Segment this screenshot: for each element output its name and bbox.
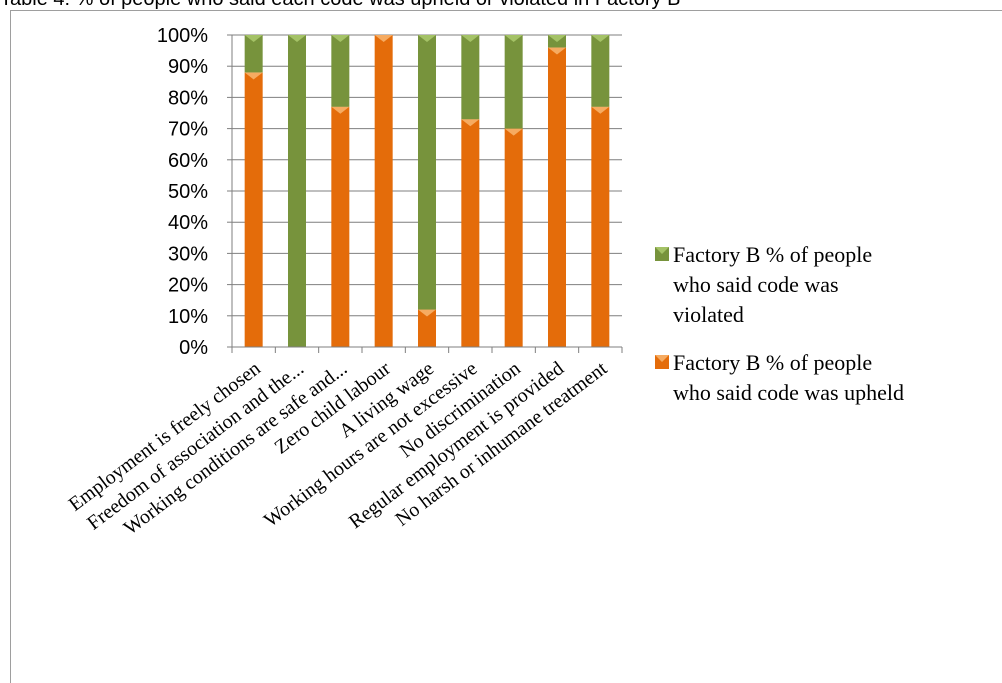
- bar-violated: [504, 35, 523, 129]
- legend-swatch-bevel: [655, 355, 669, 362]
- bar-upheld: [461, 119, 480, 348]
- y-tick-label: 80%: [168, 87, 208, 109]
- y-tick-label: 40%: [168, 212, 208, 234]
- y-tick-labels: 0% 10% 20% 30% 40% 50% 60% 70% 80% 90% 100%: [157, 25, 208, 359]
- legend-label: who said code was: [673, 272, 839, 297]
- bar-series: [244, 35, 610, 348]
- legend-label: who said code was upheld: [673, 380, 904, 405]
- bar-bevel: [461, 119, 480, 127]
- bar-violated: [461, 35, 480, 120]
- y-tick-label: 20%: [168, 275, 208, 297]
- chart-frame: [10, 10, 1002, 683]
- bar-bevel: [418, 35, 436, 42]
- legend-swatch-bevel: [655, 247, 669, 254]
- legend-label: Factory B % of people: [673, 242, 872, 267]
- bar-bevel: [461, 35, 480, 42]
- y-tick-label: 90%: [168, 56, 208, 78]
- axes: [231, 35, 623, 353]
- bar-bevel: [244, 72, 263, 80]
- bar-violated: [591, 35, 610, 107]
- bar-bevel: [504, 35, 523, 42]
- bar-bevel: [331, 35, 350, 42]
- bar-violated: [288, 35, 306, 347]
- legend-label: violated: [673, 302, 744, 327]
- bar-bevel: [504, 128, 523, 136]
- y-tick-label: 30%: [168, 243, 208, 265]
- chart-caption: Table 4: % of people who said each code …: [0, 0, 1002, 10]
- bar-upheld: [244, 72, 263, 347]
- bar-bevel: [244, 35, 263, 42]
- bar-violated: [244, 35, 263, 73]
- bar-bevel: [418, 309, 436, 317]
- bar-violated: [331, 35, 350, 107]
- bar-bevel: [591, 106, 610, 114]
- bar-upheld: [331, 106, 350, 347]
- bar-upheld: [418, 309, 436, 347]
- y-tick-label: 10%: [168, 306, 208, 328]
- legend-label: Factory B % of people: [673, 350, 872, 375]
- y-tick-label: 50%: [168, 181, 208, 203]
- legend: Factory B % of people who said code was vi…: [655, 242, 904, 405]
- y-tick-label: 0%: [179, 337, 208, 359]
- bar-bevel: [548, 47, 566, 55]
- y-tick-label: 60%: [168, 150, 208, 172]
- bar-upheld: [504, 128, 523, 347]
- bar-bevel: [591, 35, 610, 42]
- y-tick-label: 100%: [157, 25, 208, 47]
- bar-bevel: [548, 35, 566, 42]
- y-tick-label: 70%: [168, 119, 208, 141]
- bar-upheld: [591, 106, 610, 347]
- bar-bevel: [374, 35, 393, 42]
- bar-bevel: [288, 35, 306, 42]
- bar-bevel: [331, 106, 350, 114]
- bar-upheld: [548, 47, 566, 347]
- bar-violated: [418, 35, 436, 310]
- bar-upheld: [374, 35, 393, 347]
